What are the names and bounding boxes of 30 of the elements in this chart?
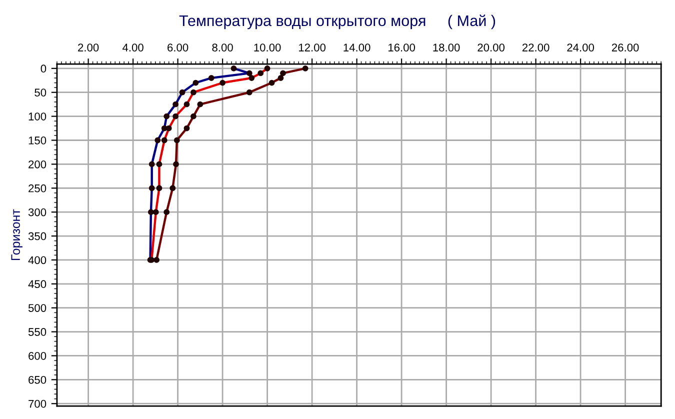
y-tick-label: 150: [28, 136, 46, 144]
x-tick-label: 8.00: [212, 44, 233, 52]
x-tick-label: 16.00: [388, 44, 416, 52]
x-tick-label: 20.00: [478, 44, 505, 52]
y-tick-label: 400: [28, 256, 46, 264]
y-axis-title: Горизонт: [11, 209, 22, 260]
x-tick-label: 12.00: [298, 44, 326, 52]
y-tick-label: 100: [28, 112, 46, 120]
x-tick-label: 18.00: [433, 44, 460, 52]
y-tick-label: 250: [28, 184, 46, 192]
x-tick-label: 6.00: [168, 44, 188, 52]
y-tick-label: 450: [28, 280, 46, 288]
x-tick-label: 14.00: [344, 44, 370, 52]
y-tick-label: 200: [28, 160, 46, 168]
x-tick-label: 24.00: [567, 44, 594, 52]
x-tick-label: 22.00: [522, 44, 550, 52]
y-tick-label: 0: [40, 64, 46, 73]
y-tick-label: 350: [28, 232, 46, 240]
chart-title: Температура воды открытого моря ( Май ): [179, 14, 496, 30]
y-tick-label: 550: [28, 328, 46, 336]
x-tick-label: 10.00: [254, 44, 281, 52]
x-tick-label: 2.00: [78, 44, 99, 52]
y-tick-label: 700: [28, 400, 46, 408]
y-tick-label: 500: [28, 304, 46, 312]
y-tick-label: 300: [28, 208, 46, 216]
y-tick-label: 650: [28, 376, 46, 384]
y-tick-label: 50: [34, 88, 46, 96]
x-tick-label: 26.00: [612, 44, 639, 52]
y-tick-label: 600: [28, 352, 46, 360]
x-tick-label: 4.00: [122, 44, 144, 52]
